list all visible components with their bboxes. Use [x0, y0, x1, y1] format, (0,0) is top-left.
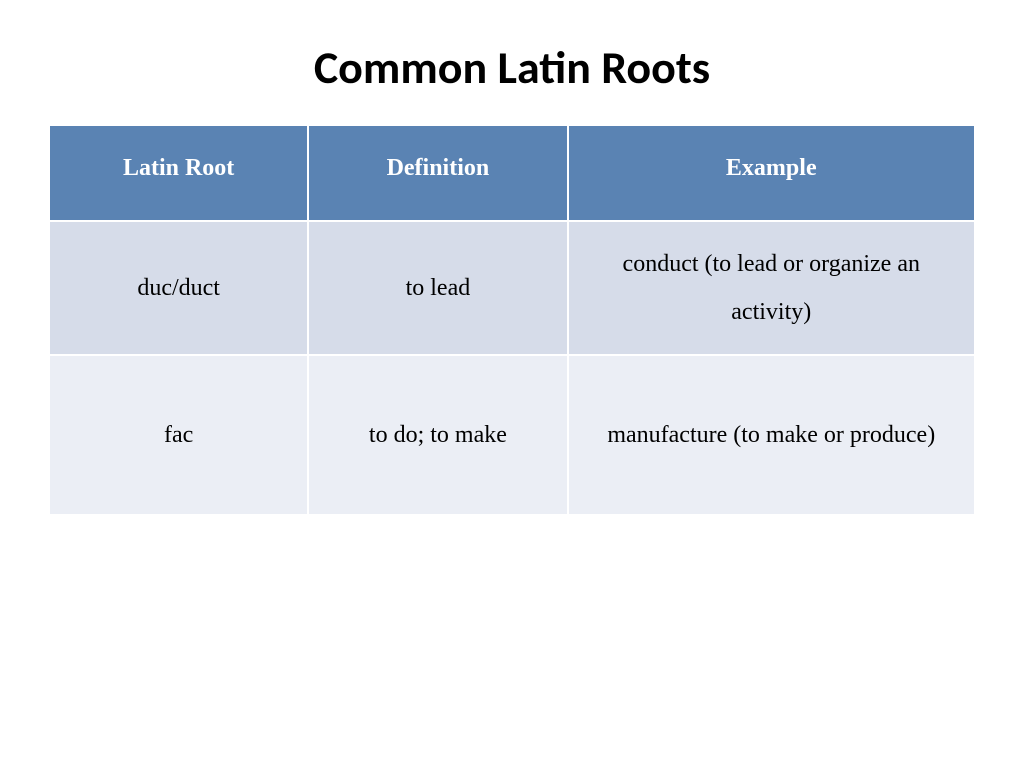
table-header-row: Latin Root Definition Example: [49, 125, 975, 221]
cell-root: duc/duct: [49, 221, 308, 355]
cell-root: fac: [49, 355, 308, 515]
col-header-root: Latin Root: [49, 125, 308, 221]
col-header-definition: Definition: [308, 125, 567, 221]
page-title: Common Latin Roots: [48, 40, 976, 96]
cell-example: manufacture (to make or produce): [568, 355, 975, 515]
col-header-example: Example: [568, 125, 975, 221]
slide: Common Latin Roots Latin Root Definition…: [0, 0, 1024, 768]
table-row: fac to do; to make manufacture (to make …: [49, 355, 975, 515]
cell-definition: to do; to make: [308, 355, 567, 515]
table-row: duc/duct to lead conduct (to lead or org…: [49, 221, 975, 355]
cell-example: conduct (to lead or organize an activity…: [568, 221, 975, 355]
roots-table: Latin Root Definition Example duc/duct t…: [48, 124, 976, 516]
cell-definition: to lead: [308, 221, 567, 355]
